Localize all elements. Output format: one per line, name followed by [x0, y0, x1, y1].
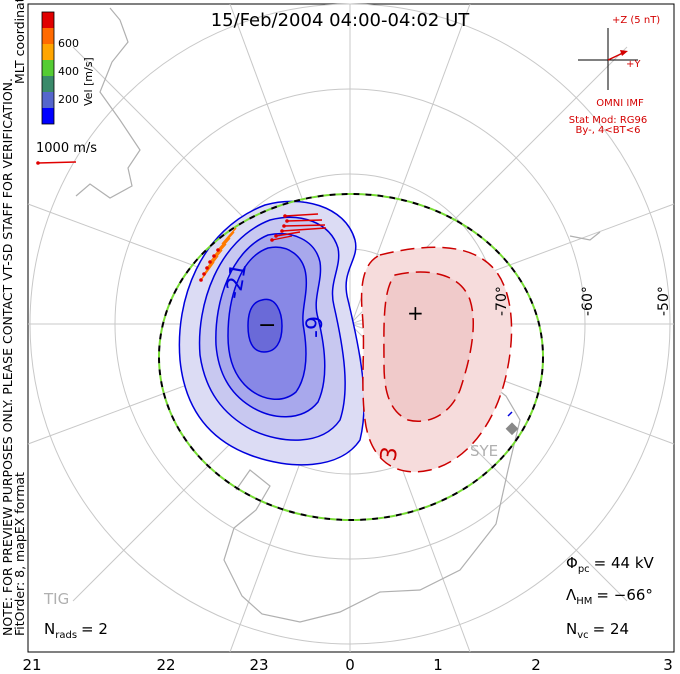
imf-dial: +Z (5 nT) +Y OMNI IMF Stat Mod: RG96 By-…	[569, 15, 661, 136]
vector-dot	[202, 272, 206, 276]
colorbar-swatch	[42, 92, 54, 108]
colorbar-label: Vel [m/s]	[82, 57, 95, 106]
vector-scale-arrow	[37, 161, 77, 164]
vector	[206, 249, 223, 269]
mlt-axis: 21 22 23 0 1 2 3	[22, 656, 672, 674]
mlt-label: 1	[433, 656, 443, 674]
coastline-east	[569, 231, 601, 241]
potential-max-marker: +	[407, 301, 424, 325]
imf-y-label: +Y	[626, 59, 641, 70]
colorbar-swatch	[42, 28, 54, 44]
vector-dot	[212, 254, 216, 258]
contour-negative-5	[247, 298, 283, 353]
potential-min-marker: −	[258, 313, 276, 338]
negative-cell	[178, 200, 365, 466]
station-vector-sye	[507, 411, 513, 417]
colorbar: 600 400 200 Vel [m/s]	[41, 11, 95, 125]
coastline-west	[75, 7, 141, 199]
station-label-sye: SYE	[470, 442, 498, 460]
vector	[203, 255, 219, 275]
colorbar-swatch	[42, 44, 54, 60]
contour-positive-2	[383, 271, 475, 422]
vector-dot	[270, 238, 274, 242]
hm-latitude: ΛHM = −66°	[566, 586, 653, 607]
vector	[286, 219, 323, 222]
radar-count: Nrads = 2	[44, 620, 108, 641]
vector	[217, 231, 235, 251]
colorbar-tick-600: 600	[58, 37, 79, 50]
potential-drop: Φpc = 44 kV	[566, 554, 655, 575]
vector-dot	[205, 266, 209, 270]
preview-note: NOTE: FOR PREVIEW PURPOSES ONLY. PLEASE …	[0, 78, 15, 636]
imf-condition: By-, 4<BT<6	[575, 125, 640, 136]
mlt-label: 22	[156, 656, 175, 674]
vector-dot	[199, 278, 203, 282]
contour-label-neg21: -21	[221, 261, 252, 301]
vector-dot	[208, 260, 212, 264]
vector-dot	[285, 219, 289, 223]
lat-label-60: -60°	[580, 286, 596, 316]
vector-dot	[274, 234, 278, 238]
vector-count: Nvc = 24	[566, 620, 629, 641]
vector	[209, 243, 227, 263]
vector	[213, 237, 231, 257]
vector	[281, 227, 327, 232]
imf-z-label: +Z (5 nT)	[612, 15, 660, 26]
station-label-tig: TIG	[43, 590, 69, 608]
mlt-label: 23	[249, 656, 268, 674]
vector-dot	[282, 224, 286, 228]
vector-dot	[280, 229, 284, 233]
fit-order-note: FitOrder: 8, mapEX format	[12, 472, 27, 636]
colorbar-frame	[41, 11, 55, 125]
vector-dot	[216, 248, 220, 252]
vector-dot	[283, 214, 287, 218]
vector	[271, 235, 293, 241]
colorbar-swatch	[42, 12, 54, 28]
lat-label-70: -70°	[494, 286, 510, 316]
colorbar-swatch	[42, 108, 54, 124]
mlt-label: 0	[345, 656, 355, 674]
vector-origins	[199, 214, 289, 282]
mlt-label: 3	[663, 656, 673, 674]
coastline-south	[223, 381, 521, 623]
lat-label-50: -50°	[656, 286, 672, 316]
contour-label-neg9: -9	[303, 316, 328, 338]
vector-scale-label: 1000 m/s	[36, 141, 97, 156]
imf-source: OMNI IMF	[596, 98, 644, 109]
velocity-vectors-red	[271, 213, 327, 241]
contour-label-pos3: 3	[376, 445, 403, 463]
stat-model: Stat Mod: RG96	[569, 115, 648, 126]
colorbar-tick-200: 200	[58, 93, 79, 106]
colorbar-swatch	[42, 76, 54, 92]
vector-scale-dot	[36, 161, 40, 165]
vector	[284, 213, 319, 217]
colorbar-tick-400: 400	[58, 65, 79, 78]
coord-system-label: MLT coordinates	[12, 0, 27, 84]
hm-boundary-green	[158, 193, 544, 521]
mlt-label: 2	[531, 656, 541, 674]
imf-vector-head	[620, 50, 628, 56]
vector	[283, 224, 326, 227]
vector	[221, 227, 237, 245]
mlt-label: 21	[22, 656, 41, 674]
info-block: Φpc = 44 kV ΛHM = −66° Nvc = 24	[566, 554, 655, 641]
map-title: 15/Feb/2004 04:00-04:02 UT	[211, 10, 471, 31]
hm-boundary	[158, 193, 544, 521]
coastline	[75, 7, 601, 623]
velocity-vectors	[200, 227, 237, 281]
colorbar-swatch	[42, 60, 54, 76]
vector	[275, 231, 301, 237]
positive-cell	[360, 246, 513, 473]
